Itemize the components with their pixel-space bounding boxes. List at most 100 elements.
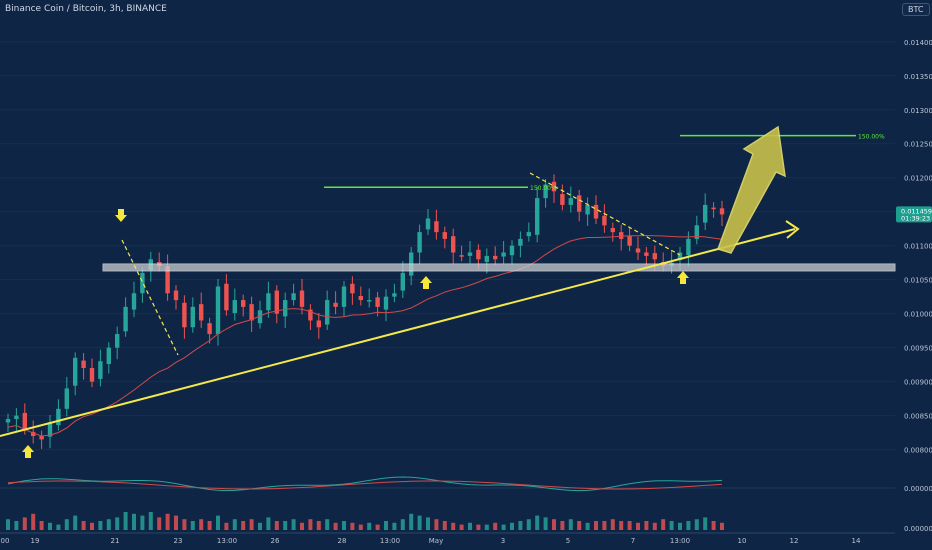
up-arrow-icon	[22, 445, 34, 458]
volume-bar	[350, 522, 355, 530]
volume-bar	[426, 517, 430, 530]
volume-bar	[266, 517, 271, 530]
candle-body	[493, 255, 498, 260]
candle-body	[123, 306, 128, 332]
volume-bar	[434, 519, 439, 530]
candle-body	[509, 245, 515, 256]
price-tag-countdown: 01:39:23	[901, 214, 930, 222]
volume-bar	[157, 517, 162, 530]
volume-bar	[224, 522, 229, 530]
volume-bar	[552, 519, 556, 530]
candle-body	[115, 334, 120, 348]
moving-average-line	[7, 234, 723, 437]
volume-bar	[174, 515, 178, 530]
up-arrow-icon	[677, 271, 689, 284]
x-tick-label: May	[429, 537, 443, 545]
volume-bar	[392, 522, 397, 530]
candle-body	[173, 290, 179, 301]
candle-body	[182, 302, 187, 328]
volume-bar	[610, 519, 615, 530]
candle-body	[291, 293, 296, 301]
volume-bar	[678, 522, 682, 530]
candle-body	[165, 266, 170, 294]
candle-body	[610, 228, 615, 233]
volume-bar	[165, 513, 170, 530]
volume-bar	[258, 522, 262, 530]
candle-body	[64, 388, 69, 409]
volume-bar	[535, 515, 540, 530]
candle-body	[249, 304, 254, 321]
volume-bar	[627, 521, 632, 530]
volume-bar	[274, 521, 279, 530]
candle-body	[199, 304, 204, 321]
pullback-dashed-line	[529, 172, 681, 256]
candle-body	[602, 215, 607, 226]
currency-badge[interactable]: BTC	[902, 3, 930, 16]
volume-bar	[14, 521, 19, 530]
candle-body	[47, 422, 53, 437]
volume-bar	[182, 519, 187, 530]
candle-body	[467, 252, 473, 256]
candle-body	[73, 357, 78, 386]
candle-body	[299, 290, 305, 307]
volume-bar	[232, 519, 237, 530]
candle-body	[425, 218, 431, 230]
volume-bar	[484, 524, 489, 530]
x-tick-label: 10	[738, 537, 747, 545]
candle-body	[22, 412, 27, 430]
volume-bar	[291, 519, 296, 530]
x-tick-label: 26	[271, 537, 280, 545]
volume-bar	[577, 521, 582, 530]
volume-bar	[636, 522, 640, 530]
volume-bar	[501, 524, 506, 530]
volume-bar	[686, 521, 691, 530]
candle-body	[392, 293, 397, 297]
candle-body	[106, 347, 111, 364]
volume-bar	[417, 515, 422, 530]
volume-bar	[518, 521, 523, 530]
volume-bar	[106, 519, 111, 530]
volume-bar	[568, 519, 573, 530]
volume-bar	[56, 524, 61, 530]
volume-bar	[451, 522, 456, 530]
candle-body	[266, 293, 271, 311]
candle-body	[434, 221, 439, 233]
volume-bar	[333, 522, 338, 530]
candle-body	[577, 195, 582, 212]
volume-bar	[367, 522, 372, 530]
candle-body	[400, 272, 405, 291]
volume-bar	[711, 521, 716, 530]
candle-body	[484, 255, 489, 263]
x-tick-label: 13:00	[217, 537, 237, 545]
trendline	[0, 228, 796, 437]
volume-bar	[316, 521, 321, 530]
candle-body	[476, 249, 481, 260]
candle-body	[274, 290, 279, 314]
volume-bar	[48, 522, 52, 530]
candle-body	[14, 415, 19, 420]
x-tick-label: 5	[566, 537, 570, 545]
volume-bar	[493, 522, 498, 530]
oscillator-slow-line	[7, 480, 723, 490]
volume-bar	[375, 524, 380, 530]
candle-body	[98, 361, 103, 379]
support-zone	[102, 263, 896, 272]
volume-bar	[468, 522, 472, 530]
volume-bar	[409, 513, 414, 530]
volume-bar	[669, 521, 674, 530]
candle-body	[283, 300, 288, 317]
volume-bar	[526, 519, 531, 530]
candle-body	[719, 208, 725, 215]
candle-body	[568, 198, 573, 205]
volume-bar	[249, 519, 254, 530]
candle-body	[207, 323, 212, 335]
